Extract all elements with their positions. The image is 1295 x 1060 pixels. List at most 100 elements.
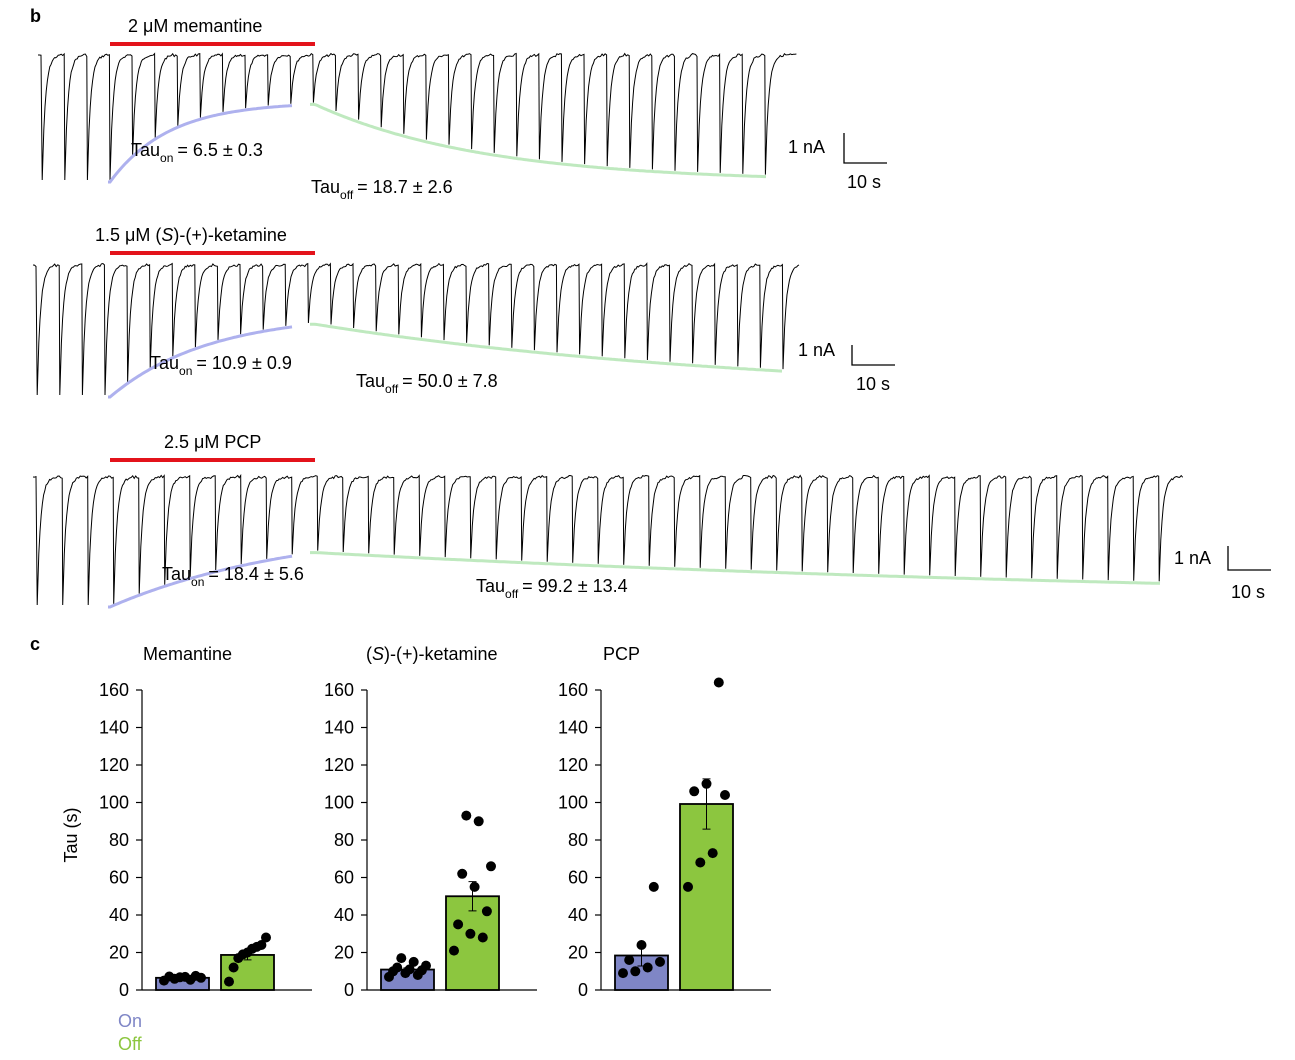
fit-tau-on-memantine <box>108 104 293 184</box>
panel-b-label: b <box>30 6 41 26</box>
data-point-ketamine-on <box>404 964 415 975</box>
y-tick-label-pcp-80: 80 <box>568 830 588 850</box>
y-tick-label-memantine-0: 0 <box>119 980 129 1000</box>
y-tick-label-pcp-40: 40 <box>568 905 588 925</box>
trace-pcp <box>32 458 1271 609</box>
y-tick-label-memantine-100: 100 <box>99 793 129 813</box>
y-tick-label-ketamine-80: 80 <box>334 830 354 850</box>
y-tick-label-pcp-20: 20 <box>568 943 588 963</box>
y-tick-label-ketamine-120: 120 <box>324 755 354 775</box>
data-point-pcp-off <box>689 786 700 797</box>
scale-x-label-pcp: 10 s <box>1231 582 1265 602</box>
y-tick-label-memantine-80: 80 <box>109 830 129 850</box>
tau-on-memantine: Tauon = 6.5 ± 0.3 <box>131 140 263 165</box>
scale-y-label-ketamine: 1 nA <box>798 340 835 360</box>
bar-chart-memantine: 0 20 40 60 80 100 120 140 160 <box>99 680 312 1000</box>
tau-off-ketamine-value: = 50.0 ± 7.8 <box>402 371 497 391</box>
legend-on: On <box>118 1011 142 1031</box>
tau-off-ketamine-label: Tau <box>356 371 385 391</box>
current-trace-pcp <box>32 473 1184 606</box>
tau-off-ketamine-sub: off <box>385 382 399 396</box>
data-point-pcp-on <box>636 940 647 950</box>
scale-x-label-memantine: 10 s <box>847 172 881 192</box>
ketamine-title-post: )-(+)-ketamine <box>384 644 498 664</box>
current-trace-ketamine <box>32 262 800 396</box>
tau-on-ketamine: Tauon = 10.9 ± 0.9 <box>150 353 292 378</box>
data-point-ketamine-off <box>465 928 476 939</box>
y-tick-label-ketamine-140: 140 <box>324 718 354 738</box>
fit-tau-on-pcp <box>108 554 293 609</box>
data-point-memantine-off <box>228 962 239 973</box>
fit-tau-off-memantine <box>310 102 766 179</box>
tau-off-pcp-label: Tau <box>476 576 505 596</box>
bar-chart-title-pcp: PCP <box>603 644 640 664</box>
tau-on-memantine-value: = 6.5 ± 0.3 <box>177 140 262 160</box>
y-axis-title: Tau (s) <box>61 807 81 862</box>
trace-ketamine <box>32 251 895 399</box>
fit-tau-off-pcp <box>310 551 1161 585</box>
scale-y-label-pcp: 1 nA <box>1174 548 1211 568</box>
bar-chart-title-memantine: Memantine <box>143 644 232 664</box>
y-tick-label-memantine-120: 120 <box>99 755 129 775</box>
y-tick-label-ketamine-20: 20 <box>334 943 354 963</box>
data-point-memantine-off <box>261 932 271 943</box>
data-point-ketamine-on <box>421 960 431 971</box>
y-tick-label-ketamine-160: 160 <box>324 680 354 700</box>
data-point-ketamine-off <box>457 868 468 879</box>
tau-off-pcp-value: = 99.2 ± 13.4 <box>522 576 627 596</box>
y-tick-label-memantine-60: 60 <box>109 868 129 888</box>
data-point-pcp-on <box>655 956 665 967</box>
scale-bar-ketamine <box>851 345 895 366</box>
data-point-memantine-on <box>164 971 175 982</box>
data-point-pcp-on <box>624 955 635 965</box>
drug-label-ketamine-post: )-(+)-ketamine <box>173 225 287 245</box>
data-point-ketamine-off <box>486 861 496 872</box>
bar-chart-pcp: 0 20 40 60 80 100 120 140 160 <box>558 677 771 1000</box>
tau-on-memantine-label: Tau <box>131 140 160 160</box>
fit-tau-off-ketamine <box>310 322 783 373</box>
y-tick-label-pcp-0: 0 <box>578 980 588 1000</box>
tau-off-pcp-sub: off <box>505 587 519 601</box>
drug-label-pcp: 2.5 μM PCP <box>164 432 261 452</box>
y-tick-label-memantine-20: 20 <box>109 943 129 963</box>
y-tick-label-ketamine-100: 100 <box>324 793 354 813</box>
tau-off-pcp: Tauoff = 99.2 ± 13.4 <box>476 576 628 601</box>
data-point-pcp-on <box>630 966 641 977</box>
ketamine-title-italic: S <box>372 644 384 664</box>
tau-on-pcp: Tauon = 18.4 ± 5.6 <box>162 564 304 589</box>
y-tick-label-pcp-120: 120 <box>558 755 588 775</box>
tau-off-ketamine: Tauoff = 50.0 ± 7.8 <box>356 371 498 396</box>
tau-on-ketamine-label: Tau <box>150 353 179 373</box>
data-point-pcp-on <box>648 881 659 892</box>
tau-on-ketamine-sub: on <box>179 364 192 378</box>
trace-memantine <box>38 42 887 184</box>
tau-off-memantine: Tauoff = 18.7 ± 2.6 <box>311 177 453 202</box>
bar-charts: 0 20 40 60 80 100 120 140 160 0 20 40 60 80 100 120 140 1… <box>99 677 771 1000</box>
y-tick-label-memantine-140: 140 <box>99 718 129 738</box>
drug-label-memantine: 2 μM memantine <box>128 16 262 36</box>
bar-pcp-off <box>679 803 734 991</box>
data-point-pcp-off <box>707 848 718 859</box>
y-tick-label-pcp-60: 60 <box>568 868 588 888</box>
drug-label-ketamine-italic: S <box>161 225 173 245</box>
legend-off: Off <box>118 1034 143 1054</box>
scale-y-label-memantine: 1 nA <box>788 137 825 157</box>
y-tick-label-pcp-100: 100 <box>558 793 588 813</box>
data-point-ketamine-on <box>408 956 419 967</box>
data-point-ketamine-off <box>473 816 484 827</box>
data-point-ketamine-off <box>449 945 459 956</box>
data-point-pcp-off <box>701 778 712 789</box>
tau-off-memantine-sub: off <box>340 188 354 202</box>
current-trace-memantine <box>38 52 797 181</box>
data-point-ketamine-off <box>481 906 492 917</box>
data-point-pcp-on <box>642 962 653 973</box>
scale-bar-memantine <box>843 133 887 164</box>
y-tick-label-ketamine-60: 60 <box>334 868 354 888</box>
y-tick-label-memantine-40: 40 <box>109 905 129 925</box>
tau-on-pcp-value: = 18.4 ± 5.6 <box>208 564 303 584</box>
bar-chart-title-ketamine: (S)-(+)-ketamine <box>366 644 498 664</box>
y-tick-label-pcp-160: 160 <box>558 680 588 700</box>
panel-c-label: c <box>30 634 40 654</box>
y-tick-label-ketamine-0: 0 <box>344 980 354 1000</box>
data-point-ketamine-off <box>461 810 472 821</box>
